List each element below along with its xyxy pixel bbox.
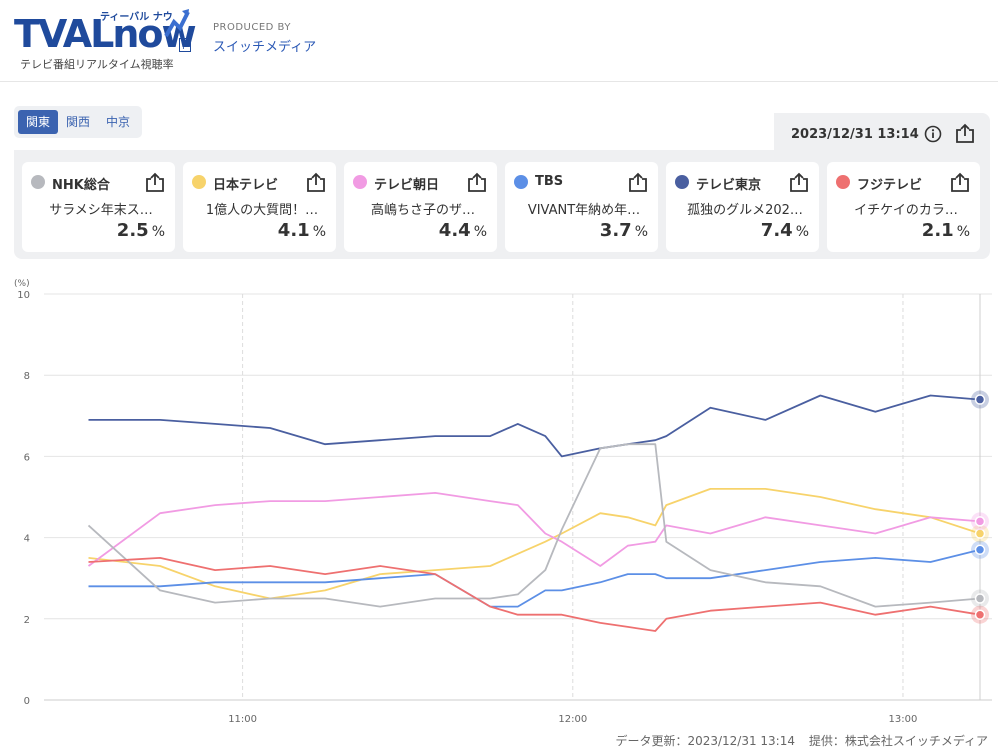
tab-kansai[interactable]: 関西 xyxy=(66,115,91,129)
tab-chukyo[interactable]: 中京 xyxy=(106,115,131,129)
footer-credit: データ更新：2023/12/31 13:14 提供：株式会社スイッチメディア xyxy=(615,732,988,749)
series-end-point xyxy=(974,394,986,405)
logo-arrow-icon xyxy=(164,9,190,37)
channel-card-fuji[interactable]: フジテレビ イチケイのカラ… 2.1% xyxy=(827,162,980,252)
channel-color-dot xyxy=(675,175,689,189)
y-tick-label: 6 xyxy=(24,452,30,463)
logo-beta-badge: β xyxy=(179,38,191,52)
timestamp-box: 2023/12/31 13:14 xyxy=(776,116,988,152)
channel-name: テレビ朝日 xyxy=(374,178,440,193)
y-axis-unit: (%) xyxy=(14,279,30,289)
series-end-point xyxy=(974,528,986,539)
info-icon[interactable] xyxy=(924,125,942,143)
channel-color-dot xyxy=(31,175,45,189)
series-end-point xyxy=(974,593,986,604)
channel-card-nhk[interactable]: NHK総合 サラメシ年末ス… 2.5% xyxy=(22,162,175,252)
app-header: ティーバル ナウ TVALnow β テレビ番組リアルタイム視聴率 PRODUC… xyxy=(0,0,998,82)
channel-color-dot xyxy=(192,175,206,189)
tvalnow-logo[interactable]: ティーバル ナウ TVALnow β テレビ番組リアルタイム視聴率 xyxy=(14,8,197,72)
channel-name: TBS xyxy=(535,174,564,189)
channel-name: NHK総合 xyxy=(52,178,110,193)
logo-subtitle: テレビ番組リアルタイム視聴率 xyxy=(20,58,174,71)
share-icon[interactable] xyxy=(956,123,974,143)
channel-color-dot xyxy=(353,175,367,189)
rating-value: 2.5% xyxy=(116,220,165,241)
program-title: 1億人の大質問！… xyxy=(205,203,319,218)
series-line xyxy=(87,443,981,608)
channel-name: 日本テレビ xyxy=(213,178,279,193)
y-tick-label: 4 xyxy=(24,534,30,545)
channel-cards: NHK総合 サラメシ年末ス… 2.5% 日本テレビ 1億人の大質問！… 4.1%… xyxy=(22,162,980,252)
produced-label: PRODUCED BY xyxy=(213,22,291,33)
channel-card-tv-tokyo[interactable]: テレビ東京 孤独のグルメ202… 7.4% xyxy=(666,162,819,252)
series-end-point xyxy=(974,544,986,556)
channel-name: テレビ東京 xyxy=(696,178,762,193)
rating-value: 7.4% xyxy=(760,220,809,241)
x-tick-label: 12:00 xyxy=(558,714,587,725)
y-tick-label: 0 xyxy=(24,696,30,707)
produced-name-link[interactable]: スイッチメディア xyxy=(213,40,317,55)
produced-by: PRODUCED BY スイッチメディア xyxy=(213,22,316,55)
x-tick-label: 13:00 xyxy=(889,714,918,725)
program-title: サラメシ年末ス… xyxy=(49,203,153,218)
series-end-point xyxy=(974,609,986,620)
rating-value: 2.1% xyxy=(921,220,970,241)
share-icon[interactable] xyxy=(146,172,164,192)
x-tick-label: 11:00 xyxy=(228,714,257,725)
region-tabs: 関東 関西 中京 xyxy=(14,106,143,138)
share-icon[interactable] xyxy=(790,172,808,192)
share-icon[interactable] xyxy=(951,172,969,192)
series-line xyxy=(88,548,981,608)
channel-color-dot xyxy=(514,175,528,189)
channel-card-ntv[interactable]: 日本テレビ 1億人の大質問！… 4.1% xyxy=(183,162,336,252)
y-tick-label: 2 xyxy=(24,615,30,626)
timestamp: 2023/12/31 13:14 xyxy=(791,126,919,142)
channel-color-dot xyxy=(836,175,850,189)
rating-value: 4.1% xyxy=(277,220,326,241)
channel-card-tv-asahi[interactable]: テレビ朝日 高嶋ちさ子のザ… 4.4% xyxy=(344,162,497,252)
share-icon[interactable] xyxy=(307,172,325,192)
program-title: 高嶋ちさ子のザ… xyxy=(370,203,475,218)
share-icon[interactable] xyxy=(629,172,647,192)
series-line xyxy=(88,556,981,632)
y-tick-label: 8 xyxy=(24,371,30,382)
data-update-time: データ更新：2023/12/31 13:14 xyxy=(615,734,795,748)
rating-value: 3.7% xyxy=(599,220,648,241)
ratings-line-chart: 0 2 4 6 8 10(%) 11:00 12:00 13:00 xyxy=(14,279,992,725)
channel-name: フジテレビ xyxy=(857,178,923,193)
series-line xyxy=(88,487,981,600)
program-title: 孤独のグルメ202… xyxy=(687,203,803,218)
series-line xyxy=(88,394,981,458)
provider-credit: 提供：株式会社スイッチメディア xyxy=(808,734,988,748)
channel-card-tbs[interactable]: TBS VIVANT年納め年… 3.7% xyxy=(505,162,658,252)
series-line xyxy=(87,491,981,567)
program-title: VIVANT年納め年… xyxy=(527,203,641,218)
tab-kanto[interactable]: 関東 xyxy=(18,110,59,134)
logo-kana: ティーバル ナウ xyxy=(100,12,173,23)
share-icon[interactable] xyxy=(468,172,486,192)
program-title: イチケイのカラ… xyxy=(854,203,958,218)
y-tick-label: 10 xyxy=(17,290,30,301)
series-end-point xyxy=(974,516,986,527)
rating-value: 4.4% xyxy=(438,220,487,241)
